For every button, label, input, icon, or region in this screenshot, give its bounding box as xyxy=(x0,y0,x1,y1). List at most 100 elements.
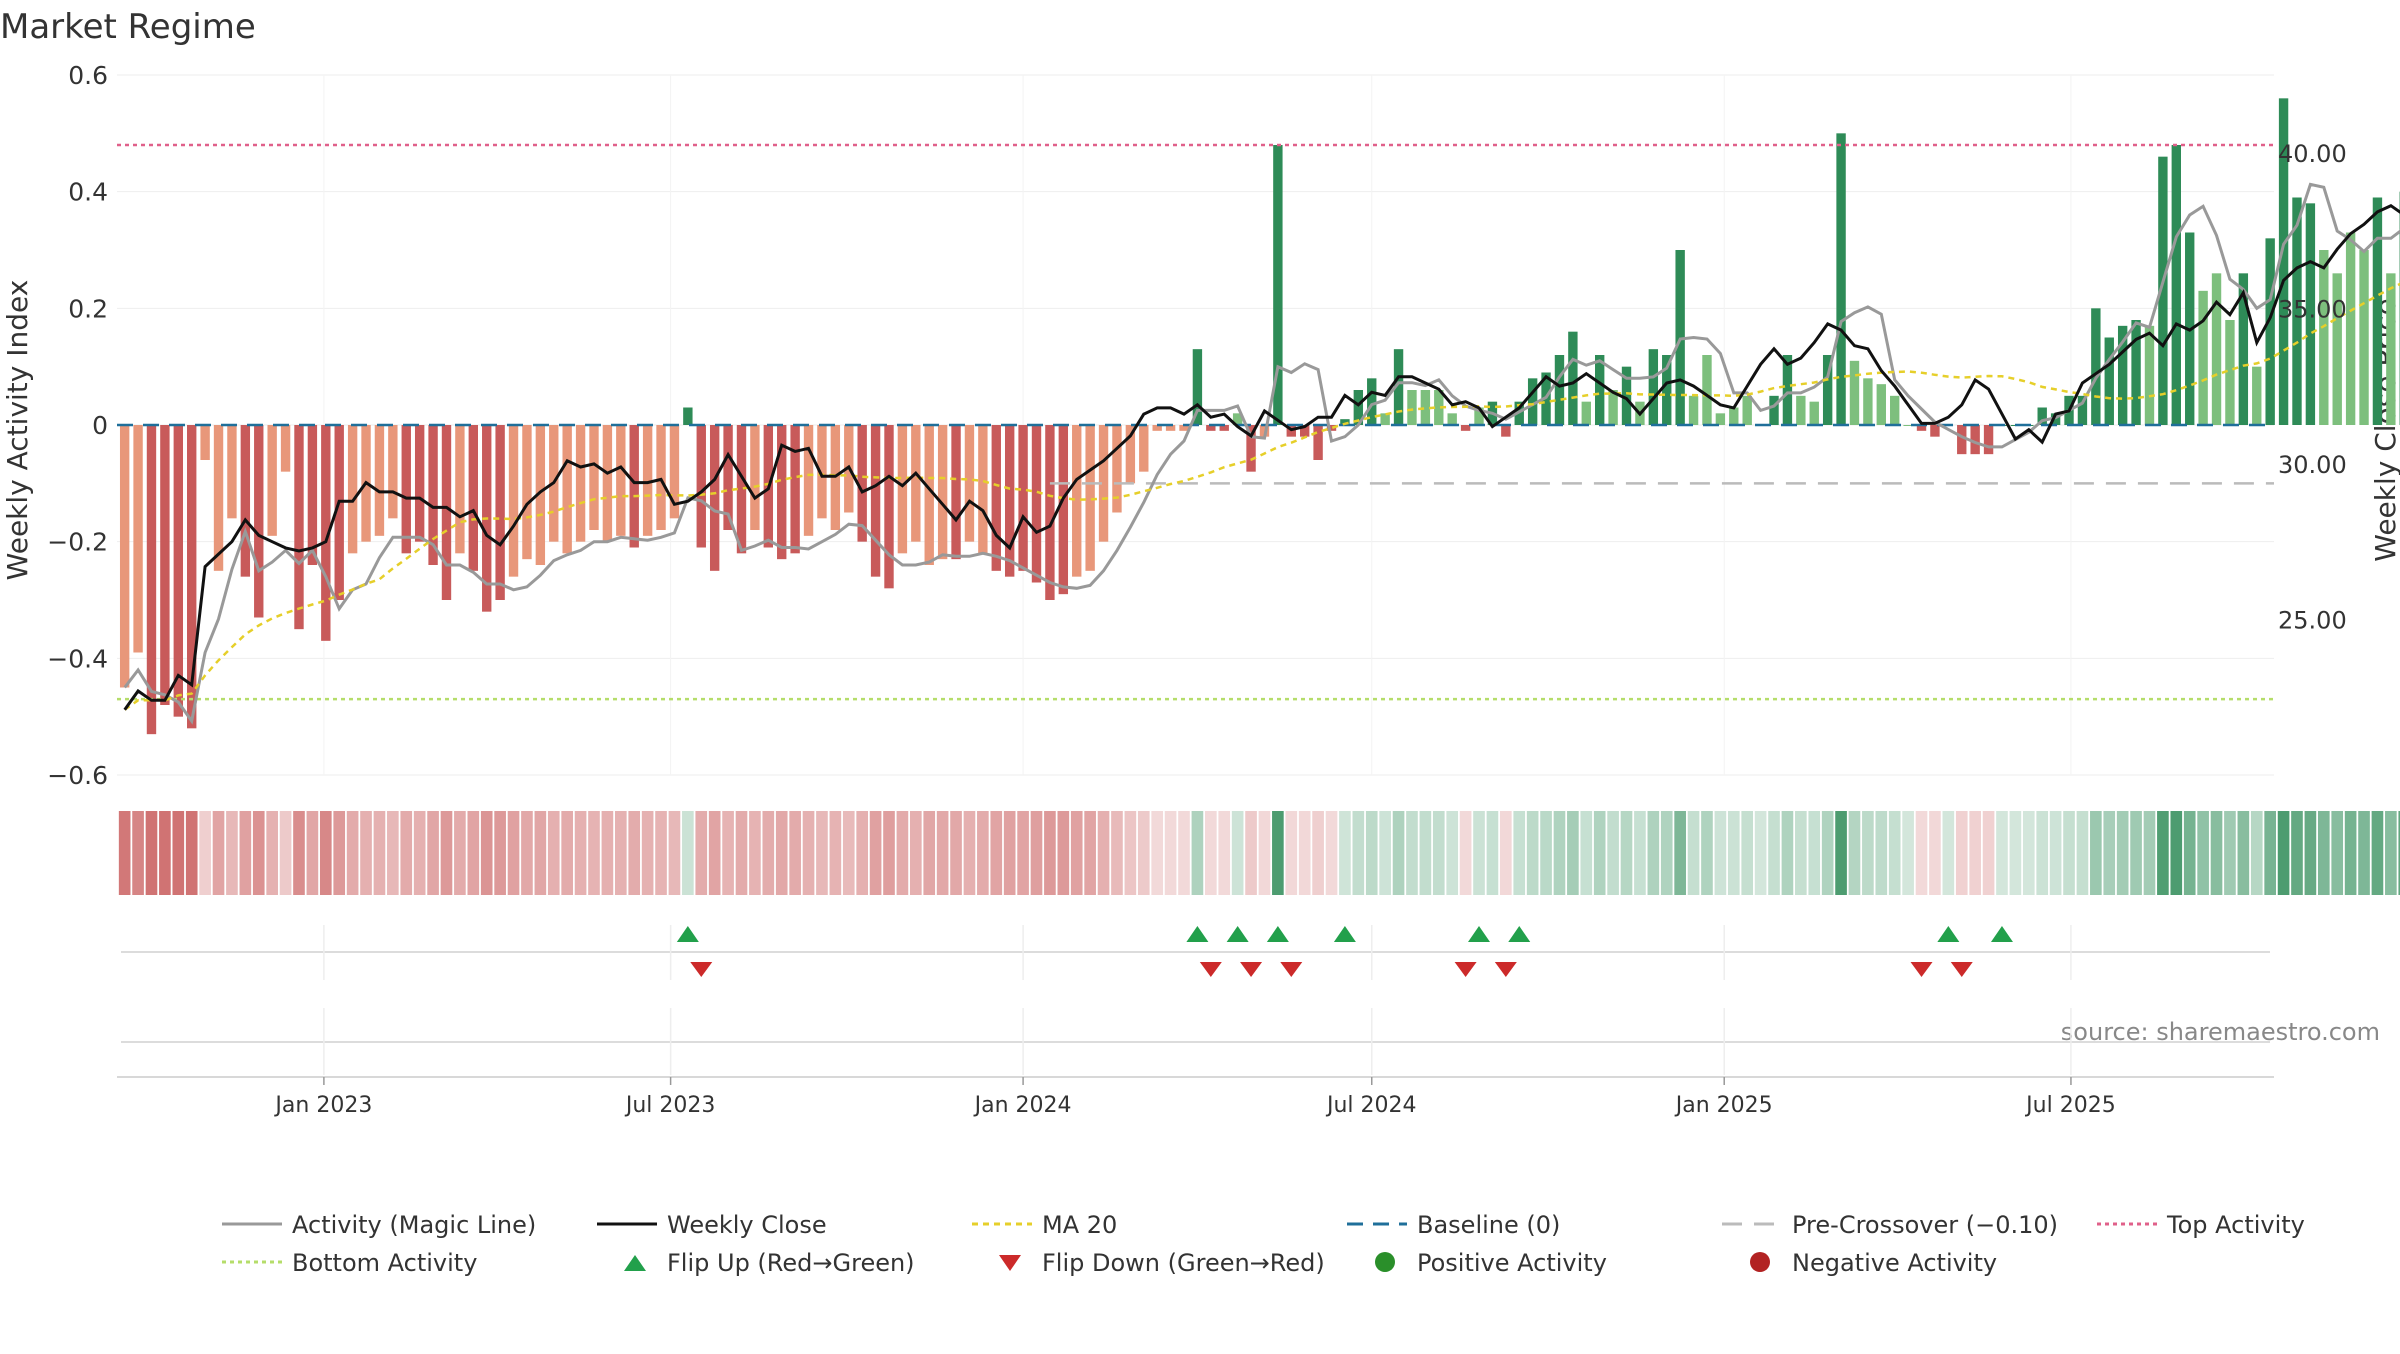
regime-cell xyxy=(816,811,828,895)
legend-label: MA 20 xyxy=(1042,1211,1117,1239)
regime-cell xyxy=(897,811,909,895)
regime-cell xyxy=(937,811,949,895)
regime-cell xyxy=(1259,811,1271,895)
regime-cell xyxy=(347,811,359,895)
legend-item-magic: Activity (Magic Line) xyxy=(222,1211,536,1239)
regime-cell xyxy=(360,811,372,895)
regime-cell xyxy=(1875,811,1887,895)
regime-cell xyxy=(682,811,694,895)
activity-bar xyxy=(2386,273,2395,425)
flip-down-marker xyxy=(1911,962,1933,977)
activity-bar xyxy=(925,425,934,565)
regime-cell xyxy=(1607,811,1619,895)
regime-cell xyxy=(669,811,681,895)
activity-bar xyxy=(174,425,183,717)
regime-cell xyxy=(2036,811,2048,895)
activity-bar xyxy=(2131,320,2140,425)
regime-cell xyxy=(2103,811,2115,895)
regime-cell xyxy=(789,811,801,895)
regime-cell xyxy=(2278,811,2290,895)
legend-label: Flip Down (Green→Red) xyxy=(1042,1249,1325,1277)
regime-cell xyxy=(1138,811,1150,895)
activity-bar xyxy=(1729,408,1738,426)
regime-cell xyxy=(1406,811,1418,895)
regime-cell xyxy=(1004,811,1016,895)
regime-cell xyxy=(400,811,412,895)
activity-bar xyxy=(1890,396,1899,425)
regime-cell xyxy=(293,811,305,895)
regime-cell xyxy=(374,811,386,895)
y-left-tick-label: −0.2 xyxy=(47,528,108,557)
legend-item-ma20: MA 20 xyxy=(972,1211,1117,1239)
chart-title: Market Regime xyxy=(0,7,256,47)
y-right-tick-label: 25.00 xyxy=(2278,606,2347,634)
regime-cell xyxy=(1956,811,1968,895)
regime-cell xyxy=(226,811,238,895)
regime-cell xyxy=(736,811,748,895)
activity-bar xyxy=(388,425,397,518)
activity-bar xyxy=(562,425,571,553)
regime-cell xyxy=(1634,811,1646,895)
regime-cell xyxy=(1299,811,1311,895)
regime-cell xyxy=(2211,811,2223,895)
regime-cell xyxy=(1513,811,1525,895)
regime-cell xyxy=(1339,811,1351,895)
activity-bar xyxy=(697,425,706,548)
legend-item-flip_down: Flip Down (Green→Red) xyxy=(999,1249,1325,1277)
legend-label: Positive Activity xyxy=(1417,1249,1607,1277)
activity-bar xyxy=(790,425,799,553)
regime-cell xyxy=(1808,811,1820,895)
activity-bar xyxy=(1716,413,1725,425)
y-left-tick-label: −0.6 xyxy=(47,761,108,790)
regime-cell xyxy=(1540,811,1552,895)
regime-cell xyxy=(1715,811,1727,895)
regime-cell xyxy=(1272,811,1284,895)
regime-cell xyxy=(575,811,587,895)
regime-cell xyxy=(2144,811,2156,895)
activity-bar xyxy=(1810,402,1819,425)
activity-bar xyxy=(804,425,813,536)
regime-cell xyxy=(2385,811,2397,895)
activity-bar xyxy=(415,425,424,542)
regime-cell xyxy=(1084,811,1096,895)
activity-bar xyxy=(1112,425,1121,513)
regime-cell xyxy=(199,811,211,895)
x-tick-label: Jan 2025 xyxy=(1674,1093,1773,1118)
regime-cell xyxy=(1178,811,1190,895)
y-left-tick-label: −0.4 xyxy=(47,644,108,673)
regime-cell xyxy=(1580,811,1592,895)
activity-bar xyxy=(227,425,236,518)
activity-bar xyxy=(1836,133,1845,425)
regime-cell xyxy=(776,811,788,895)
legend-item-pos_dot: Positive Activity xyxy=(1375,1249,1607,1277)
activity-bar xyxy=(911,425,920,542)
legend-label: Baseline (0) xyxy=(1417,1211,1560,1239)
regime-cell xyxy=(2372,811,2384,895)
legend-item-close: Weekly Close xyxy=(597,1211,827,1239)
regime-cell xyxy=(910,811,922,895)
legend-item-baseline: Baseline (0) xyxy=(1347,1211,1560,1239)
regime-cell xyxy=(1929,811,1941,895)
activity-bar xyxy=(2252,367,2261,425)
activity-bar xyxy=(254,425,263,618)
regime-cell xyxy=(1326,811,1338,895)
y-axis-left-label: Weekly Activity Index xyxy=(1,280,34,581)
y-left-tick-label: 0.2 xyxy=(68,294,108,323)
regime-cell xyxy=(1353,811,1365,895)
regime-cell xyxy=(1755,811,1767,895)
regime-cell xyxy=(1701,811,1713,895)
regime-cell xyxy=(494,811,506,895)
activity-bar xyxy=(1018,425,1027,571)
activity-bar xyxy=(1032,425,1041,583)
regime-cell xyxy=(830,811,842,895)
x-tick-label: Jul 2025 xyxy=(2024,1093,2116,1118)
regime-cell xyxy=(2251,811,2263,895)
regime-cell xyxy=(1044,811,1056,895)
regime-cell xyxy=(1822,811,1834,895)
activity-bar xyxy=(1045,425,1054,600)
legend-label: Negative Activity xyxy=(1792,1249,1997,1277)
regime-cell xyxy=(1393,811,1405,895)
regime-cell xyxy=(1889,811,1901,895)
regime-cell xyxy=(414,811,426,895)
regime-cell xyxy=(1835,811,1847,895)
